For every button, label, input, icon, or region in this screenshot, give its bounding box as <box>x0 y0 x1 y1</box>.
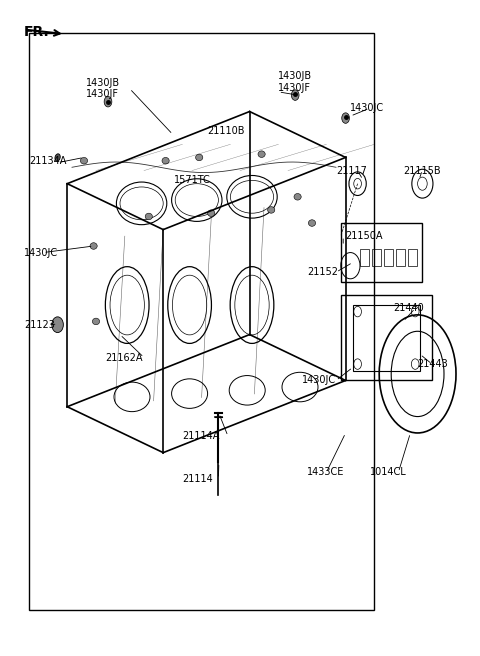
Bar <box>372 249 381 266</box>
Text: 1433CE: 1433CE <box>307 467 345 478</box>
Text: 21117: 21117 <box>336 165 367 176</box>
Ellipse shape <box>258 151 265 157</box>
Text: 21152: 21152 <box>307 267 338 277</box>
Text: 1430JC: 1430JC <box>350 103 384 113</box>
Ellipse shape <box>196 154 203 161</box>
Text: 21162A: 21162A <box>106 352 143 363</box>
Text: FR.: FR. <box>24 25 50 39</box>
Ellipse shape <box>55 154 60 161</box>
Circle shape <box>342 113 349 123</box>
Text: 1571TC: 1571TC <box>174 175 210 186</box>
Bar <box>384 249 393 266</box>
Circle shape <box>291 90 299 100</box>
Text: 21114: 21114 <box>182 474 213 484</box>
Text: 21123: 21123 <box>24 319 55 330</box>
Bar <box>360 249 369 266</box>
Text: 21150A: 21150A <box>346 231 383 241</box>
Bar <box>341 223 422 282</box>
Text: 21115B: 21115B <box>403 165 441 176</box>
Bar <box>353 305 420 371</box>
Ellipse shape <box>81 157 88 164</box>
Text: 1014CL: 1014CL <box>370 467 407 478</box>
Text: 21134A: 21134A <box>29 155 66 166</box>
Ellipse shape <box>90 243 97 249</box>
Circle shape <box>104 96 112 107</box>
Bar <box>29 33 374 610</box>
Ellipse shape <box>294 194 301 200</box>
Ellipse shape <box>92 318 100 325</box>
Ellipse shape <box>207 210 215 216</box>
Ellipse shape <box>145 213 153 220</box>
Text: 1430JB
1430JF: 1430JB 1430JF <box>86 78 120 99</box>
Ellipse shape <box>162 157 169 164</box>
Text: 1430JB
1430JF: 1430JB 1430JF <box>278 72 312 92</box>
Bar <box>341 295 432 380</box>
Bar <box>396 249 405 266</box>
Text: 21110B: 21110B <box>207 126 244 136</box>
Ellipse shape <box>308 220 316 226</box>
Text: 1430JC: 1430JC <box>24 247 58 258</box>
Circle shape <box>52 317 63 333</box>
Text: 21114A: 21114A <box>182 431 220 441</box>
Bar <box>408 249 417 266</box>
Text: 21443: 21443 <box>418 359 448 369</box>
Text: 1430JC: 1430JC <box>302 375 336 386</box>
Ellipse shape <box>267 207 275 213</box>
Text: 21440: 21440 <box>394 303 424 314</box>
